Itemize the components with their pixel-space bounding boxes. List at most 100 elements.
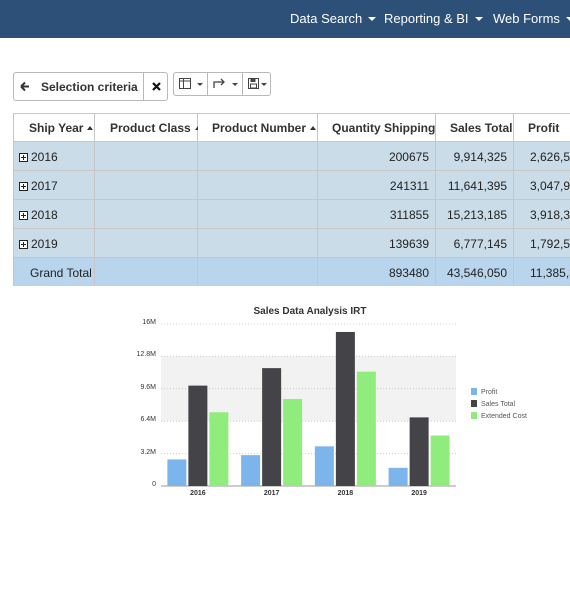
caret-down-icon: [261, 83, 267, 86]
nav-data-search[interactable]: Data Search: [290, 11, 377, 26]
sales-total-cell: 6,777,145: [436, 229, 514, 258]
y-tick-label: 12.8M: [136, 351, 156, 359]
clear-selection-button[interactable]: [143, 73, 168, 100]
y-tick-label: 0: [152, 481, 156, 488]
sales-chart: Sales Data Analysis IRT 0 3.2M 6.4M 9.6M 12.…: [130, 298, 540, 503]
back-button[interactable]: [14, 73, 36, 100]
selection-criteria-label[interactable]: Selection criteria: [41, 80, 138, 94]
profit-total-cell: 11,385,38: [514, 258, 570, 286]
product-class-cell: [95, 171, 198, 200]
close-icon: [152, 82, 161, 91]
caret-down-icon: [474, 17, 483, 21]
col-header-profit-label: Profit: [528, 121, 560, 135]
profit-cell: 3,918,30: [514, 200, 570, 229]
ship-year-cell: 2017: [14, 171, 95, 200]
col-header-quantity-shipping[interactable]: Quantity Shipping: [318, 114, 436, 142]
col-header-product-number-label: Product Number: [212, 121, 307, 135]
ship-year-value: 2016: [31, 150, 58, 164]
bar-extended-cost-2019[interactable]: [430, 435, 450, 486]
legend-label: Profit: [481, 389, 498, 396]
bar-sales-total-2019[interactable]: [409, 417, 429, 486]
bar-sales-total-2017[interactable]: [262, 368, 282, 486]
chart-plot: [161, 323, 456, 487]
share-button[interactable]: [208, 73, 243, 95]
profit-cell: 3,047,98: [514, 171, 570, 200]
bar-extended-cost-2016[interactable]: [209, 412, 229, 486]
grand-total-row: Grand Total 893480 43,546,050 11,385,38: [14, 258, 570, 286]
expand-icon[interactable]: [19, 211, 28, 220]
nav-data-search-label: Data Search: [290, 11, 363, 26]
legend-item[interactable]: Sales Total: [471, 400, 515, 408]
col-header-quantity-shipping-label: Quantity Shipping: [332, 121, 436, 135]
grand-total-label: Grand Total: [14, 258, 95, 286]
sales-pivot-table: Ship Year Product Class Product Number Q…: [13, 113, 570, 286]
bar-profit-2017[interactable]: [241, 455, 261, 486]
bar-extended-cost-2017[interactable]: [283, 398, 303, 486]
sales-total-cell: 11,641,395: [436, 171, 514, 200]
sales-total-total-cell: 43,546,050: [436, 258, 514, 286]
selection-criteria-panel: Selection criteria: [13, 72, 168, 101]
caret-down-icon: [565, 17, 570, 21]
legend-label: Extended Cost: [481, 413, 527, 420]
x-tick-label: 2016: [190, 490, 206, 497]
profit-cell: 2,626,51: [514, 142, 570, 171]
quantity-cell: 311855: [318, 200, 436, 229]
y-tick-label: 9.6M: [140, 383, 156, 391]
expand-icon[interactable]: [19, 153, 28, 162]
table-row: 2016 200675 9,914,325 2,626,51: [14, 142, 570, 171]
top-navbar: Data Search Reporting & BI Web Forms: [0, 0, 570, 38]
save-icon: [248, 78, 259, 89]
nav-reporting-bi[interactable]: Reporting & BI: [384, 11, 483, 26]
sales-total-cell: 9,914,325: [436, 142, 514, 171]
columns-button[interactable]: [174, 73, 208, 95]
col-header-sales-total[interactable]: Sales Total: [436, 114, 514, 142]
legend-label: Sales Total: [481, 401, 516, 408]
nav-web-forms[interactable]: Web Forms: [493, 11, 570, 26]
expand-icon[interactable]: [19, 240, 28, 249]
quantity-cell: 241311: [318, 171, 436, 200]
col-header-product-class[interactable]: Product Class: [95, 114, 201, 142]
sales-total-cell: 15,213,185: [436, 200, 514, 229]
bar-extended-cost-2018[interactable]: [356, 371, 376, 486]
col-header-ship-year[interactable]: Ship Year: [14, 114, 95, 142]
y-tick-label: 6.4M: [140, 416, 156, 424]
nav-web-forms-label: Web Forms: [493, 11, 560, 26]
legend-item[interactable]: Profit: [471, 388, 497, 396]
col-header-profit[interactable]: Profit: [514, 114, 570, 142]
caret-down-icon: [197, 83, 203, 86]
caret-down-icon: [232, 83, 238, 86]
quantity-cell: 139639: [318, 229, 436, 258]
chart-title: Sales Data Analysis IRT: [253, 306, 367, 317]
product-number-cell: [198, 229, 318, 258]
y-tick-label: 3.2M: [140, 448, 156, 456]
col-header-sales-total-label: Sales Total: [450, 121, 513, 135]
bar-profit-2019[interactable]: [388, 467, 408, 486]
col-header-product-number[interactable]: Product Number: [198, 114, 318, 142]
nav-reporting-bi-label: Reporting & BI: [384, 11, 469, 26]
save-button[interactable]: [243, 73, 271, 95]
sort-asc-icon: [194, 126, 201, 130]
bar-profit-2018[interactable]: [314, 446, 334, 486]
product-number-cell: [198, 200, 318, 229]
y-tick-label: 16M: [142, 319, 156, 326]
product-number-cell: [198, 258, 318, 286]
legend-swatch: [471, 412, 477, 419]
col-header-product-class-label: Product Class: [110, 121, 191, 135]
col-header-ship-year-label: Ship Year: [29, 121, 84, 135]
bar-sales-total-2018[interactable]: [335, 331, 355, 486]
quantity-cell: 200675: [318, 142, 436, 171]
table-row: 2017 241311 11,641,395 3,047,98: [14, 171, 570, 200]
quantity-total-cell: 893480: [318, 258, 436, 286]
ship-year-cell: 2016: [14, 142, 95, 171]
product-class-cell: [95, 200, 198, 229]
legend-item[interactable]: Extended Cost: [471, 412, 527, 420]
legend-swatch: [471, 388, 477, 395]
product-number-cell: [198, 142, 318, 171]
legend-swatch: [471, 400, 477, 407]
x-tick-label: 2017: [263, 490, 280, 497]
table-tools-group: [173, 72, 271, 96]
expand-icon[interactable]: [19, 182, 28, 191]
product-class-cell: [95, 258, 198, 286]
bar-sales-total-2016[interactable]: [188, 385, 208, 486]
bar-profit-2016[interactable]: [167, 459, 187, 486]
